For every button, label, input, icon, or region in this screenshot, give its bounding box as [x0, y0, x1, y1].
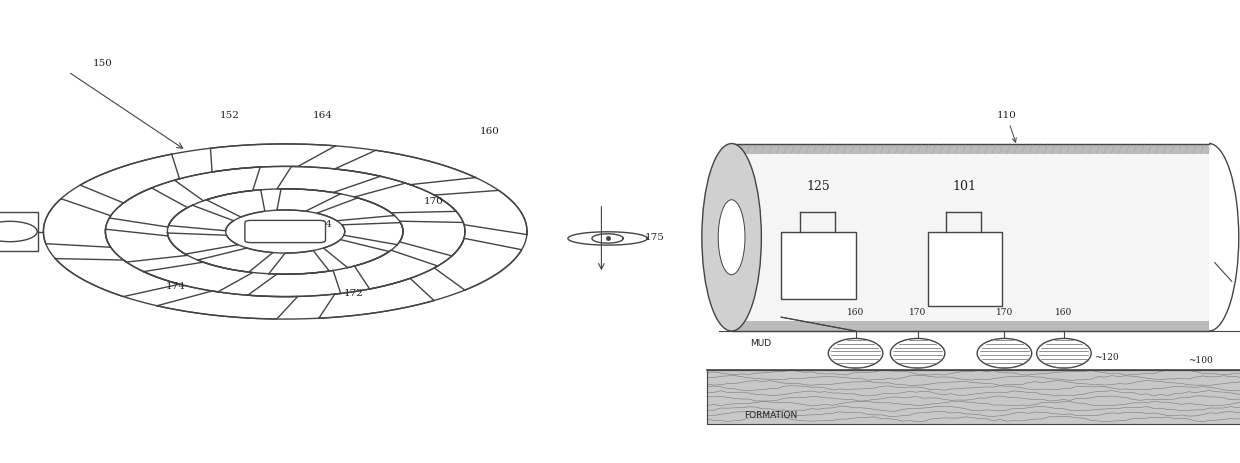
Bar — [732, 144, 1209, 154]
Text: 160: 160 — [480, 127, 500, 136]
Text: 160: 160 — [847, 308, 864, 317]
Text: 160: 160 — [1055, 308, 1073, 317]
Text: 125: 125 — [806, 180, 831, 193]
Text: MUD: MUD — [750, 339, 771, 348]
Text: 164: 164 — [312, 111, 332, 120]
Bar — [732, 144, 1209, 331]
Text: 170: 170 — [996, 308, 1013, 317]
Ellipse shape — [828, 338, 883, 368]
Text: ~100: ~100 — [1188, 357, 1213, 365]
Ellipse shape — [702, 144, 761, 331]
Text: v: v — [278, 225, 283, 236]
FancyBboxPatch shape — [781, 232, 856, 299]
Bar — [707, 370, 1240, 424]
FancyBboxPatch shape — [0, 212, 38, 251]
Circle shape — [0, 221, 37, 242]
Text: 174: 174 — [166, 282, 186, 291]
Text: 170: 170 — [424, 197, 444, 206]
FancyBboxPatch shape — [246, 220, 325, 243]
Ellipse shape — [718, 200, 745, 275]
Ellipse shape — [1037, 338, 1091, 368]
Text: 101: 101 — [952, 180, 977, 193]
Ellipse shape — [977, 338, 1032, 368]
Text: 154: 154 — [312, 220, 332, 229]
Text: 172: 172 — [343, 289, 363, 298]
Text: 170: 170 — [909, 308, 926, 317]
Text: 110: 110 — [997, 111, 1017, 142]
Text: 175: 175 — [645, 233, 665, 242]
Ellipse shape — [890, 338, 945, 368]
Text: 152: 152 — [219, 111, 239, 120]
Text: 150: 150 — [93, 59, 113, 68]
Text: ~120: ~120 — [1094, 353, 1118, 362]
Text: FORMATION: FORMATION — [744, 411, 797, 420]
FancyBboxPatch shape — [928, 232, 1002, 306]
Bar — [732, 321, 1209, 331]
